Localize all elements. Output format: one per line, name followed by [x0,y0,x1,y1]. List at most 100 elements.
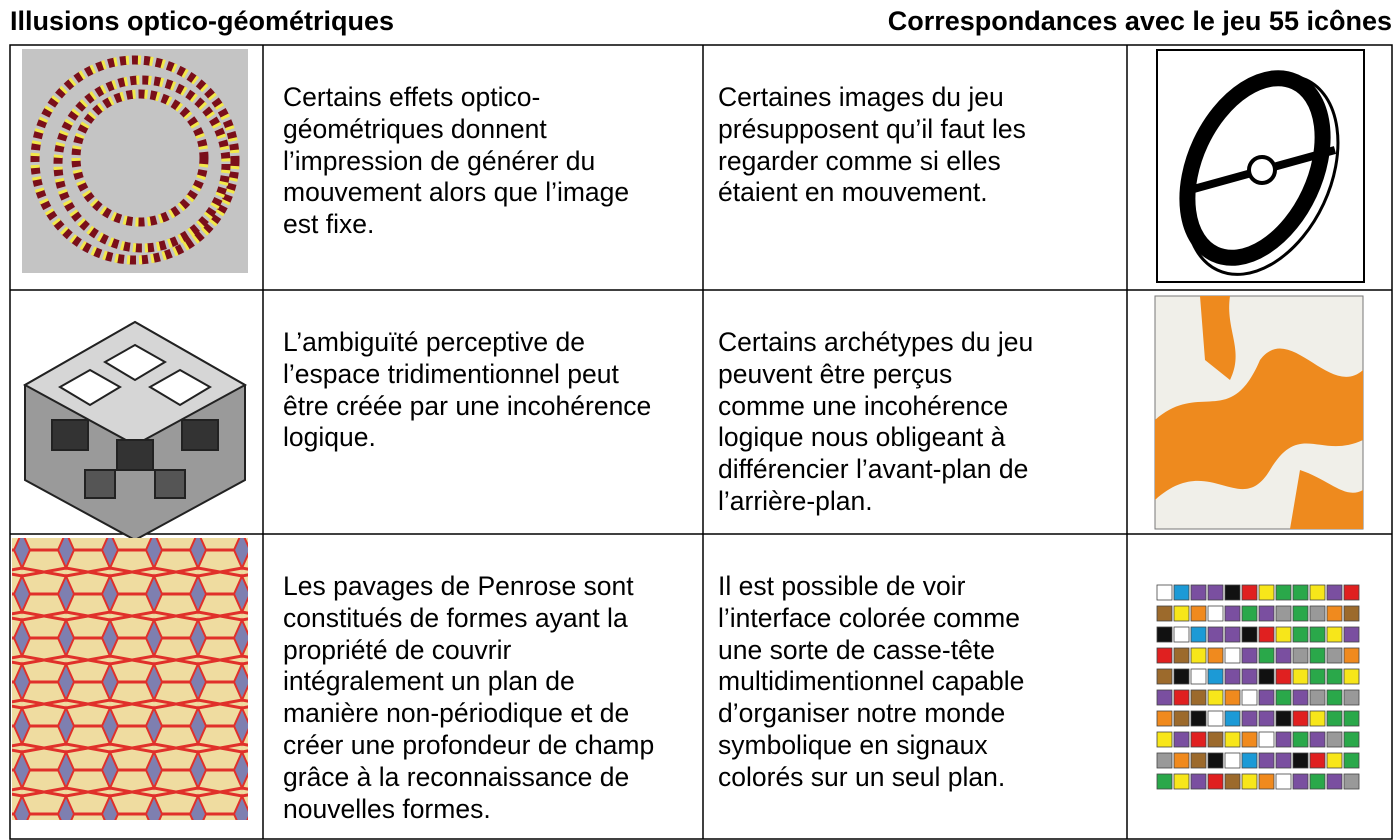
cell-text: l’espace tridimentionnel peut [283,358,619,389]
grid-cell [1190,584,1207,601]
cell-text: grâce à la reconnaissance de [283,761,630,792]
grid-cell [1241,668,1258,685]
cell-text: différencier l’avant-plan de [718,454,1029,485]
grid-cell [1207,668,1224,685]
grid-cell [1207,647,1224,664]
grid-cell [1275,773,1292,790]
grid-cell [1343,584,1360,601]
grid-cell [1173,773,1190,790]
grid-cell [1258,626,1275,643]
grid-cell [1258,773,1275,790]
grid-cell [1190,731,1207,748]
cell-text: colorés sur un seul plan. [718,761,1006,792]
grid-cell [1326,647,1343,664]
cell-text: comme une incohérence [718,390,1009,421]
cell-text: être créée par une incohérence [283,390,652,421]
grid-cell [1343,752,1360,769]
grid-cell [1190,626,1207,643]
grid-cell [1275,710,1292,727]
cell-text: l’interface colorée comme [718,602,1020,633]
grid-cell [1292,710,1309,727]
grid-cell [1241,731,1258,748]
grid-cell [1241,752,1258,769]
cell-text: constitués de formes ayant la [283,602,628,633]
grid-cell [1156,731,1173,748]
grid-cell [1309,773,1326,790]
grid-cell [1275,647,1292,664]
grid-cell [1258,752,1275,769]
grid-cell [1241,605,1258,622]
grid-cell [1326,605,1343,622]
grid-cell [1326,731,1343,748]
grid-cell [1207,752,1224,769]
grid-cell [1207,773,1224,790]
grid-cell [1156,710,1173,727]
grid-cell [1292,605,1309,622]
grid-cell [1156,584,1173,601]
cell-text: manière non-périodique et de [283,698,630,729]
cell-text: l’arrière-plan. [718,486,873,516]
grid-cell [1343,689,1360,706]
grid-cell [1309,626,1326,643]
grid-cell [1173,605,1190,622]
grid-cell [1207,584,1224,601]
figure-ground-icon [1154,295,1364,530]
impossible-lattice [22,320,248,542]
ring-illusion [22,49,248,273]
grid-cell [1309,752,1326,769]
grid-cell [1173,647,1190,664]
grid-cell [1309,731,1326,748]
grid-cell [1207,710,1224,727]
grid-cell [1343,605,1360,622]
grid-cell [1275,668,1292,685]
grid-cell [1173,752,1190,769]
grid-cell [1224,731,1241,748]
grid-cell [1326,710,1343,727]
cell-text: Certains archétypes du jeu [718,327,1034,357]
grid-cell [1224,668,1241,685]
grid-cell [1258,731,1275,748]
grid-cell [1326,584,1343,601]
grid-cell [1207,689,1224,706]
grid-cell [1224,752,1241,769]
cell-text: mouvement alors que l’image [283,177,630,208]
grid-cell [1258,584,1275,601]
grid-cell [1190,605,1207,622]
motion-icon [1156,49,1365,283]
grid-cell [1190,773,1207,790]
grid-cell [1156,668,1173,685]
grid-cell [1343,731,1360,748]
grid-cell [1156,773,1173,790]
grid-cell [1326,626,1343,643]
grid-cell [1309,647,1326,664]
grid-cell [1292,731,1309,748]
grid-cell [1190,668,1207,685]
cell-text: Certaines images du jeu [718,82,1004,112]
cell-text: Il est possible de voir [718,571,966,601]
grid-cell [1292,689,1309,706]
grid-cell [1292,668,1309,685]
grid-cell [1343,773,1360,790]
grid-cell [1156,605,1173,622]
grid-cell [1343,626,1360,643]
grid-cell [1309,710,1326,727]
header-title: Illusions optico-géométriques [10,6,395,36]
cell-text: symbolique en signaux [718,730,988,760]
cell-text: d’organiser notre monde [718,698,1006,729]
cell-text: géométriques donnent [283,113,547,144]
cell-text: Les pavages de Penrose sont [283,571,634,601]
cell-text: est fixe. [283,209,375,240]
grid-cell [1224,584,1241,601]
grid-cell [1309,689,1326,706]
grid-cell [1292,647,1309,664]
grid-cell [1241,647,1258,664]
grid-cell [1207,605,1224,622]
cell-text: une sorte de casse-tête [718,634,995,665]
grid-cell [1275,689,1292,706]
grid-cell [1173,731,1190,748]
cell-text: intégralement un plan de [283,666,575,697]
cell-text: présupposent qu’il faut les [718,113,1026,144]
grid-cell [1292,752,1309,769]
cell-text: propriété de couvrir [283,634,512,665]
grid-cell [1207,626,1224,643]
